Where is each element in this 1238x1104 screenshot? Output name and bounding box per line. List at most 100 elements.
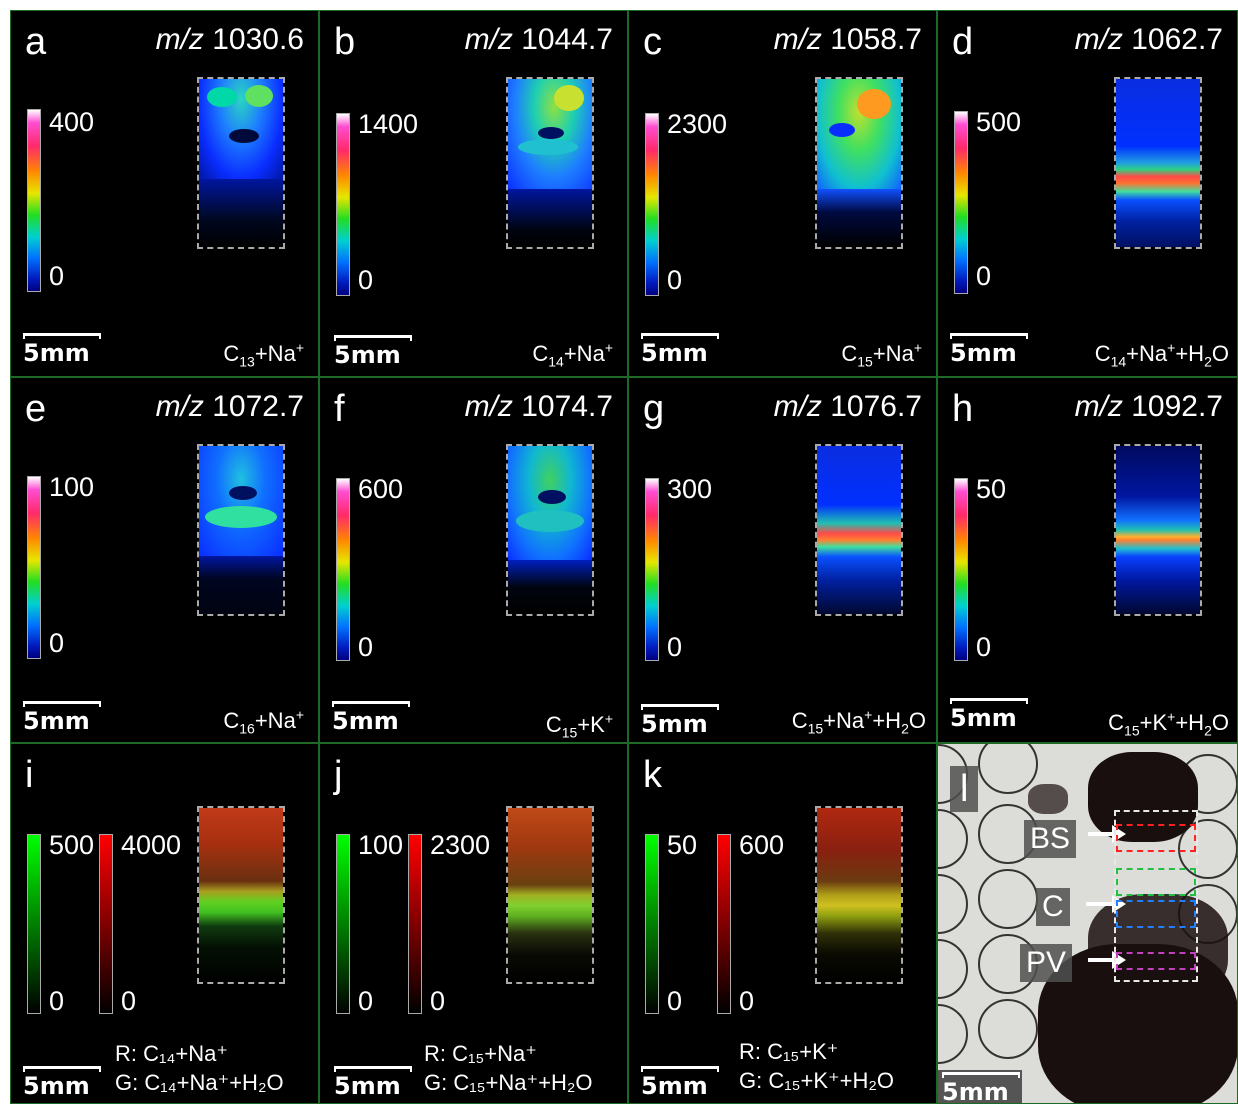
colorbar-min: 0 <box>976 632 992 662</box>
panel-letter: g <box>643 388 665 430</box>
red-channel-label: R: C₁₅+Na⁺ <box>424 1041 537 1066</box>
colorbar-min: 0 <box>976 261 992 291</box>
overlay-legend: R: C₁₄+Na⁺ G: C₁₄+Na⁺+H₂O <box>115 1040 284 1097</box>
arrow-bs <box>1088 825 1126 843</box>
colorbar-green-min: 0 <box>667 986 683 1016</box>
colorbar <box>336 478 350 661</box>
label-c: C <box>1036 888 1070 926</box>
colorbar-max: 50 <box>976 474 1007 504</box>
ion-image <box>197 444 285 616</box>
panel-letter: h <box>952 388 974 430</box>
colorbar-red-min: 0 <box>121 986 137 1016</box>
ion-image <box>506 77 594 249</box>
colorbar-min: 0 <box>667 632 683 662</box>
colorbar-red-min: 0 <box>739 986 755 1016</box>
colorbar-max: 500 <box>976 107 1022 137</box>
region-box-green <box>1116 868 1196 896</box>
ion-formula: C15+K+ <box>545 710 613 741</box>
colorbar-green-max: 100 <box>358 830 404 860</box>
panel-d: d m/z 1062.7 500 0 5mm C14+Na++H2O <box>937 10 1238 377</box>
colorbar-min: 0 <box>667 265 683 295</box>
colorbar-max: 300 <box>667 474 713 504</box>
mz-label: m/z 1072.7 <box>155 390 304 423</box>
ion-formula: C14+Na+ <box>532 339 613 370</box>
colorbar-green-max: 50 <box>667 830 698 860</box>
ion-image <box>1114 444 1202 616</box>
colorbar-red <box>408 834 422 1014</box>
ion-formula: C14+Na++H2O <box>1094 339 1229 370</box>
colorbar <box>645 113 659 296</box>
ion-image <box>1114 77 1202 249</box>
red-channel-label: R: C₁₄+Na⁺ <box>115 1041 228 1066</box>
mz-label: m/z 1058.7 <box>773 23 922 56</box>
colorbar-max: 600 <box>358 474 404 504</box>
figure: a m/z 1030.6 400 0 5mm C13+Na+ b m/z 104… <box>10 10 1238 1104</box>
arrow-pv <box>1088 951 1126 969</box>
colorbar-red-max: 4000 <box>121 830 182 860</box>
panel-letter: k <box>643 754 662 796</box>
mz-label: m/z 1074.7 <box>464 390 613 423</box>
panel-letter: d <box>952 21 974 63</box>
colorbar-min: 0 <box>358 265 374 295</box>
label-pv: PV <box>1020 944 1073 982</box>
panel-g: g m/z 1076.7 300 0 5mm C15+Na++H2O <box>628 377 937 743</box>
colorbar-max: 1400 <box>358 109 419 139</box>
mz-label: m/z 1076.7 <box>773 390 922 423</box>
panel-i: i 500 0 4000 0 5mm R: C₁₄+Na⁺ G: C₁₄+Na⁺… <box>10 743 319 1104</box>
overlay-legend: R: C₁₅+Na⁺ G: C₁₅+Na⁺+H₂O <box>424 1040 592 1097</box>
ion-image <box>815 77 903 249</box>
panel-j: j 100 0 2300 0 5mm R: C₁₅+Na⁺ G: C₁₅+Na⁺… <box>319 743 628 1104</box>
colorbar-min: 0 <box>49 628 65 658</box>
colorbar-green <box>645 834 659 1014</box>
mz-label: m/z 1044.7 <box>464 23 613 56</box>
ion-image <box>815 444 903 616</box>
mz-label: m/z 1092.7 <box>1074 390 1223 423</box>
colorbar-green-min: 0 <box>358 986 374 1016</box>
colorbar-red-min: 0 <box>430 986 446 1016</box>
region-box-c <box>1116 900 1196 928</box>
overlay-image <box>815 806 903 984</box>
green-channel-label: G: C₁₅+Na⁺+H₂O <box>424 1069 593 1095</box>
green-channel-label: G: C₁₄+Na⁺+H₂O <box>115 1069 284 1095</box>
colorbar <box>645 478 659 661</box>
colorbar-red <box>99 834 113 1014</box>
region-box-pv <box>1116 952 1196 970</box>
colorbar-red-max: 2300 <box>430 830 491 860</box>
ion-image <box>506 444 594 616</box>
panel-letter: a <box>25 21 47 63</box>
colorbar-max: 100 <box>49 472 95 502</box>
panel-a: a m/z 1030.6 400 0 5mm C13+Na+ <box>10 10 319 377</box>
panel-l-photo: l BS C PV 5mm <box>937 743 1238 1104</box>
region-box-bs <box>1116 824 1196 852</box>
colorbar-green <box>336 834 350 1014</box>
panel-letter: l <box>950 766 979 812</box>
colorbar <box>27 476 41 659</box>
mz-label: m/z 1030.6 <box>155 23 304 56</box>
ion-formula: C15+Na++H2O <box>791 706 926 737</box>
colorbar <box>336 113 350 296</box>
overlay-legend: R: C₁₅+K⁺ G: C₁₅+K⁺+H₂O <box>739 1038 894 1095</box>
colorbar <box>27 109 41 292</box>
colorbar-red <box>717 834 731 1014</box>
panel-letter: c <box>643 21 662 63</box>
panel-e: e m/z 1072.7 100 0 5mm C16+Na+ <box>10 377 319 743</box>
panel-c: c m/z 1058.7 2300 0 5mm C15+Na+ <box>628 10 937 377</box>
colorbar-green-max: 500 <box>49 830 95 860</box>
colorbar <box>954 111 968 294</box>
colorbar-min: 0 <box>358 632 374 662</box>
colorbar <box>954 478 968 661</box>
colorbar-green <box>27 834 41 1014</box>
colorbar-max: 2300 <box>667 109 728 139</box>
panel-letter: e <box>25 388 47 430</box>
panel-b: b m/z 1044.7 1400 0 5mm C14+Na+ <box>319 10 628 377</box>
overlay-image <box>506 806 594 984</box>
ion-formula: C15+Na+ <box>841 339 922 370</box>
colorbar-red-max: 600 <box>739 830 785 860</box>
colorbar-max: 400 <box>49 107 95 137</box>
region-box-outer <box>1114 810 1198 982</box>
panel-letter: b <box>334 21 356 63</box>
mz-label: m/z 1062.7 <box>1074 23 1223 56</box>
panel-k: k 50 0 600 0 5mm R: C₁₅+K⁺ G: C₁₅+K⁺+H₂O <box>628 743 937 1104</box>
colorbar-min: 0 <box>49 261 65 291</box>
scale-bar-bg <box>938 1070 1022 1103</box>
